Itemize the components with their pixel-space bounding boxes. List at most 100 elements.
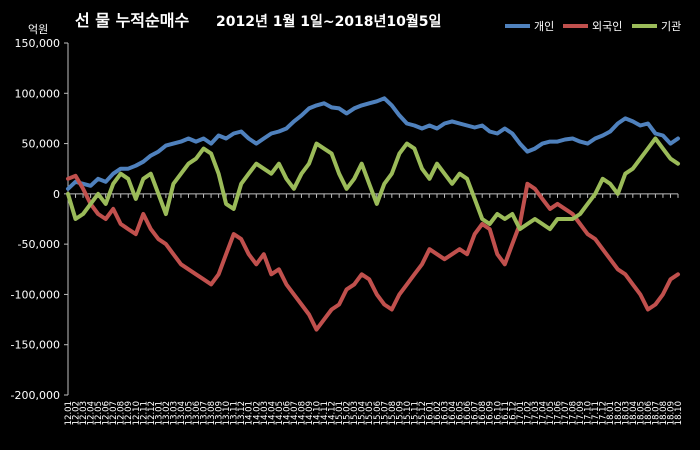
x-tick-label: 15.01 [335, 401, 345, 425]
x-tick-label: 18.03 [621, 401, 631, 425]
x-tick-label: 15.10 [403, 401, 413, 425]
y-tick-label: 100,000 [15, 87, 61, 100]
x-tick-label: 15.07 [380, 401, 390, 425]
x-tick-label: 15.05 [365, 401, 375, 425]
x-tick-label: 15.02 [343, 401, 353, 425]
x-tick-label: 17.06 [554, 401, 564, 425]
y-tick-label: 150,000 [15, 37, 61, 50]
x-tick-label: 13.03 [169, 401, 179, 425]
chart-subtitle: 2012년 1월 1일~2018년10월5일 [216, 13, 441, 30]
x-tick-label: 13.11 [230, 401, 240, 425]
x-tick-label: 18.01 [606, 401, 616, 425]
x-tick-label: 12.04 [87, 401, 97, 425]
x-tick-label: 18.02 [614, 401, 624, 425]
x-tick-label: 14.12 [328, 401, 338, 425]
x-tick-label: 15.06 [373, 401, 383, 425]
x-tick-label: 14.05 [275, 401, 285, 425]
x-tick-label: 14.09 [305, 401, 315, 425]
x-tick-label: 13.02 [162, 401, 172, 425]
y-tick-label: 50,000 [22, 138, 61, 151]
x-tick-label: 14.08 [297, 401, 307, 425]
x-tick-label: 14.01 [245, 401, 255, 425]
x-tick-label: 17.09 [576, 401, 586, 425]
x-tick-label: 18.05 [636, 401, 646, 425]
x-tick-label: 12.12 [147, 401, 157, 425]
x-tick-label: 12.03 [79, 401, 89, 425]
x-tick-label: 12.02 [72, 401, 82, 425]
y-tick-label: 0 [53, 188, 60, 201]
x-tick-label: 15.11 [410, 401, 420, 425]
x-tick-label: 14.02 [252, 401, 262, 425]
x-tick-label: 13.09 [215, 401, 225, 425]
x-tick-label: 12.09 [124, 401, 134, 425]
x-tick-label: 13.05 [184, 401, 194, 425]
x-tick-label: 14.11 [320, 401, 330, 425]
x-tick-label: 16.10 [493, 401, 503, 425]
x-tick-label: 16.11 [501, 401, 511, 425]
x-tick-label: 12.06 [102, 401, 112, 425]
legend-label-individual: 개인 [534, 20, 554, 33]
legend: 개인 외국인 기관 [505, 20, 681, 33]
series-line-2 [66, 136, 680, 232]
x-tick-label: 18.08 [659, 401, 669, 425]
x-tick-label: 18.04 [629, 401, 639, 425]
x-tick-label: 13.04 [177, 401, 187, 425]
x-tick-label: 17.10 [584, 401, 594, 425]
x-tick-label: 17.03 [531, 401, 541, 425]
x-tick-label: 16.07 [471, 401, 481, 425]
x-tick-label: 16.03 [441, 401, 451, 425]
x-tick-label: 14.07 [290, 401, 300, 425]
x-tick-label: 17.12 [599, 401, 609, 425]
x-tick-label: 17.05 [546, 401, 556, 425]
chart-title: 선 물 누적순매수 [75, 11, 189, 30]
x-tick-label: 18.10 [674, 401, 684, 425]
y-tick-label: -50,000 [18, 238, 60, 251]
x-tick-label: 13.07 [200, 401, 210, 425]
x-tick-label: 15.04 [358, 401, 368, 425]
unit-label: 억원 [28, 23, 48, 36]
series-line-1 [66, 173, 680, 332]
x-tick-label: 15.08 [388, 401, 398, 425]
x-axis: 12.0112.0212.0312.0412.0512.0612.0712.08… [64, 193, 684, 425]
y-axis: 150,000 100,000 50,000 0 -50,000 -100,000 -150… [11, 37, 69, 402]
x-tick-label: 16.06 [463, 401, 473, 425]
x-tick-label: 15.12 [418, 401, 428, 425]
legend-label-foreign: 외국인 [592, 20, 622, 33]
x-tick-label: 16.01 [425, 401, 435, 425]
x-tick-label: 17.01 [516, 401, 526, 425]
x-tick-label: 16.12 [508, 401, 518, 425]
x-tick-label: 14.04 [267, 401, 277, 425]
x-tick-label: 12.10 [132, 401, 142, 425]
x-tick-label: 17.07 [561, 401, 571, 425]
x-tick-label: 17.11 [591, 401, 601, 425]
x-tick-label: 12.11 [139, 401, 149, 425]
x-tick-label: 12.07 [109, 401, 119, 425]
x-tick-label: 15.03 [350, 401, 360, 425]
x-tick-label: 18.06 [644, 401, 654, 425]
x-tick-label: 16.04 [448, 401, 458, 425]
x-tick-label: 17.08 [569, 401, 579, 425]
plot-lines [66, 96, 680, 332]
x-tick-label: 15.09 [395, 401, 405, 425]
legend-label-institution: 기관 [661, 20, 681, 33]
x-tick-label: 13.12 [237, 401, 247, 425]
x-tick-label: 13.06 [192, 401, 202, 425]
x-tick-label: 13.01 [154, 401, 164, 425]
x-tick-label: 16.09 [486, 401, 496, 425]
x-tick-label: 16.08 [478, 401, 488, 425]
x-tick-label: 12.08 [117, 401, 127, 425]
x-tick-label: 18.09 [666, 401, 676, 425]
x-tick-label: 13.10 [222, 401, 232, 425]
x-tick-label: 18.07 [651, 401, 661, 425]
y-tick-label: -200,000 [11, 389, 60, 402]
x-tick-label: 17.02 [523, 401, 533, 425]
x-tick-label: 14.06 [282, 401, 292, 425]
y-tick-label: -150,000 [11, 339, 60, 352]
x-tick-label: 17.04 [538, 401, 548, 425]
x-tick-label: 16.05 [456, 401, 466, 425]
x-tick-label: 13.08 [207, 401, 217, 425]
y-tick-label: -100,000 [11, 288, 60, 301]
x-tick-label: 12.05 [94, 401, 104, 425]
x-tick-label: 14.03 [260, 401, 270, 425]
